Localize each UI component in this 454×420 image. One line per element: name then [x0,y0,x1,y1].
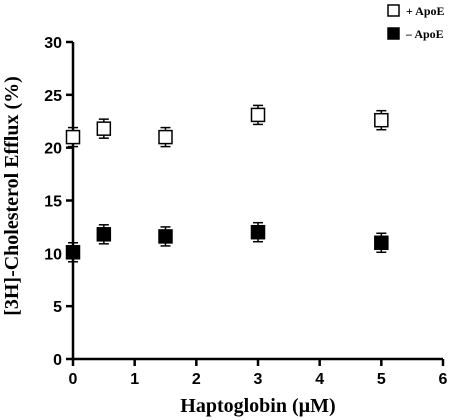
x-tick-label: 2 [192,371,201,388]
data-points [65,104,389,263]
y-tick-label: 10 [44,246,62,263]
data-point [65,245,81,260]
series-minus-apoe [65,221,389,263]
data-point [374,112,389,128]
data-point [96,227,112,242]
data-point [65,129,81,145]
data-point [374,235,389,251]
y-tick-label: 15 [44,194,62,211]
x-tick-label: 0 [69,371,78,388]
x-tick-label: 6 [439,371,448,388]
legend-label: + ApoE [406,4,445,18]
data-point [158,129,173,145]
data-point [158,229,173,244]
x-axis-title: Haptoglobin (µM) [180,395,335,417]
y-tick-label: 30 [44,35,62,52]
y-tick-label: 20 [44,141,62,158]
x-tick-label: 4 [315,371,324,388]
axes [71,42,443,361]
y-tick-label: 0 [53,352,62,369]
y-tick-label: 25 [44,88,62,105]
data-point [250,224,266,240]
y-tick-label: 5 [53,299,62,316]
series-plus-apoe [65,104,389,148]
legend: + ApoE – ApoE [387,4,445,41]
data-point [96,121,112,136]
legend-open-square-icon [387,4,400,17]
ticks: 0 5 10 15 20 25 30 0 1 2 3 4 5 6 [44,35,447,388]
x-tick-label: 5 [377,371,386,388]
legend-label: – ApoE [405,27,444,41]
x-tick-label: 1 [130,371,139,388]
data-point [250,107,266,123]
x-tick-label: 3 [254,371,263,388]
legend-filled-square-icon [387,27,400,40]
y-axis-title: [3H]-Cholesterol Efflux (%) [1,76,23,316]
